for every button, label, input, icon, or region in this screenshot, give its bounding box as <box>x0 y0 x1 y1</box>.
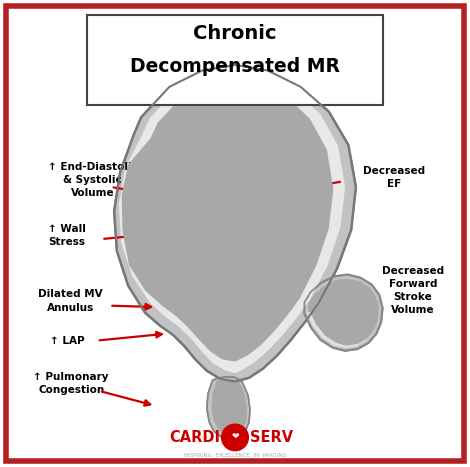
Text: Dilated MV
Annulus: Dilated MV Annulus <box>38 290 103 312</box>
Text: ↑ Wall
Stress: ↑ Wall Stress <box>47 224 86 248</box>
Text: Decreased
EF: Decreased EF <box>363 166 425 189</box>
Text: ↑ End-Diastolic
& Systolic
Volume: ↑ End-Diastolic & Systolic Volume <box>47 162 137 198</box>
Polygon shape <box>305 275 383 351</box>
Circle shape <box>221 424 249 452</box>
Text: CARDI: CARDI <box>169 430 220 445</box>
Text: INSPIRING  EXCELLENCE  IN  IMAGING: INSPIRING EXCELLENCE IN IMAGING <box>184 453 286 458</box>
Text: Decompensated MR: Decompensated MR <box>130 57 340 76</box>
Text: ❤: ❤ <box>231 433 239 442</box>
Polygon shape <box>212 379 247 436</box>
Text: ↑ LAP: ↑ LAP <box>50 336 85 346</box>
Polygon shape <box>114 65 356 382</box>
Polygon shape <box>207 377 250 439</box>
Polygon shape <box>119 69 345 373</box>
Polygon shape <box>308 279 379 346</box>
Text: Chronic: Chronic <box>193 24 277 43</box>
Text: Decreased
Forward
Stroke
Volume: Decreased Forward Stroke Volume <box>382 266 444 315</box>
Text: SERV: SERV <box>250 430 293 445</box>
FancyBboxPatch shape <box>87 14 383 106</box>
Text: ↑ Pulmonary
Congestion: ↑ Pulmonary Congestion <box>33 372 109 395</box>
Polygon shape <box>307 280 378 348</box>
Polygon shape <box>122 76 333 361</box>
